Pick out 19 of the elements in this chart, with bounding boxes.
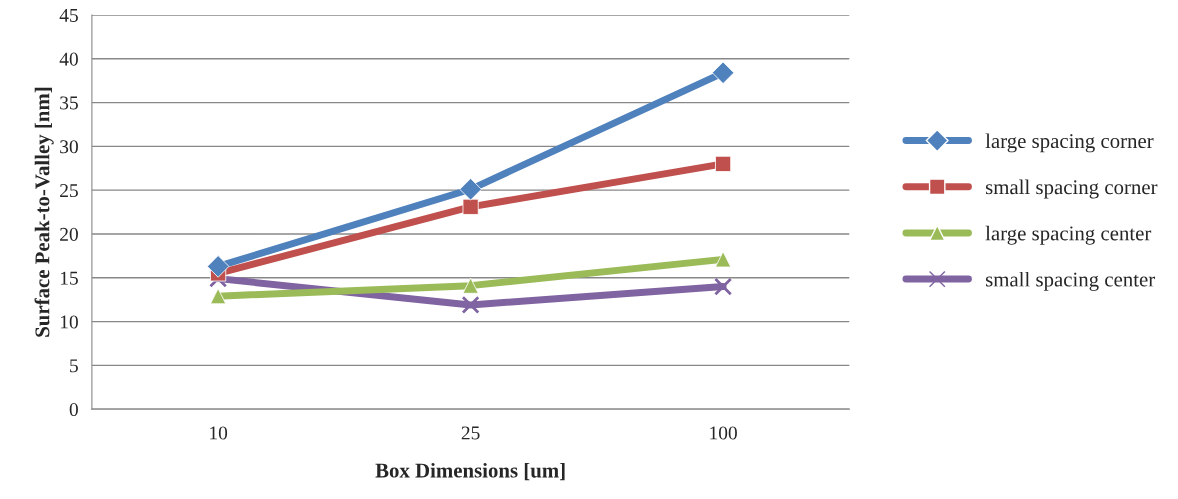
y-tick-label: 20 [60,227,78,241]
y-tick-label: 25 [60,184,78,198]
x-tick-label: 10 [210,426,228,440]
y-axis-title: Surface Peak-to-Valley [nm] [34,87,54,337]
y-tick-label: 45 [59,8,78,22]
legend-label: small spacing center [985,271,1156,291]
y-tick-label: 0 [69,403,78,417]
legend-label: large spacing center [985,225,1152,245]
y-tick-label: 5 [70,359,78,373]
legend-label: small spacing corner [985,179,1158,199]
y-tick-label: 10 [60,315,78,329]
x-tick-label: 25 [461,426,480,440]
y-tick-label: 40 [59,52,78,66]
x-axis-title: Box Dimensions [um] [375,462,565,481]
y-tick-label: 30 [60,140,78,154]
legend-label: large spacing corner [985,133,1154,153]
y-tick-label: 35 [60,96,78,110]
x-tick-label: 100 [710,426,737,440]
y-tick-label: 15 [60,271,78,285]
